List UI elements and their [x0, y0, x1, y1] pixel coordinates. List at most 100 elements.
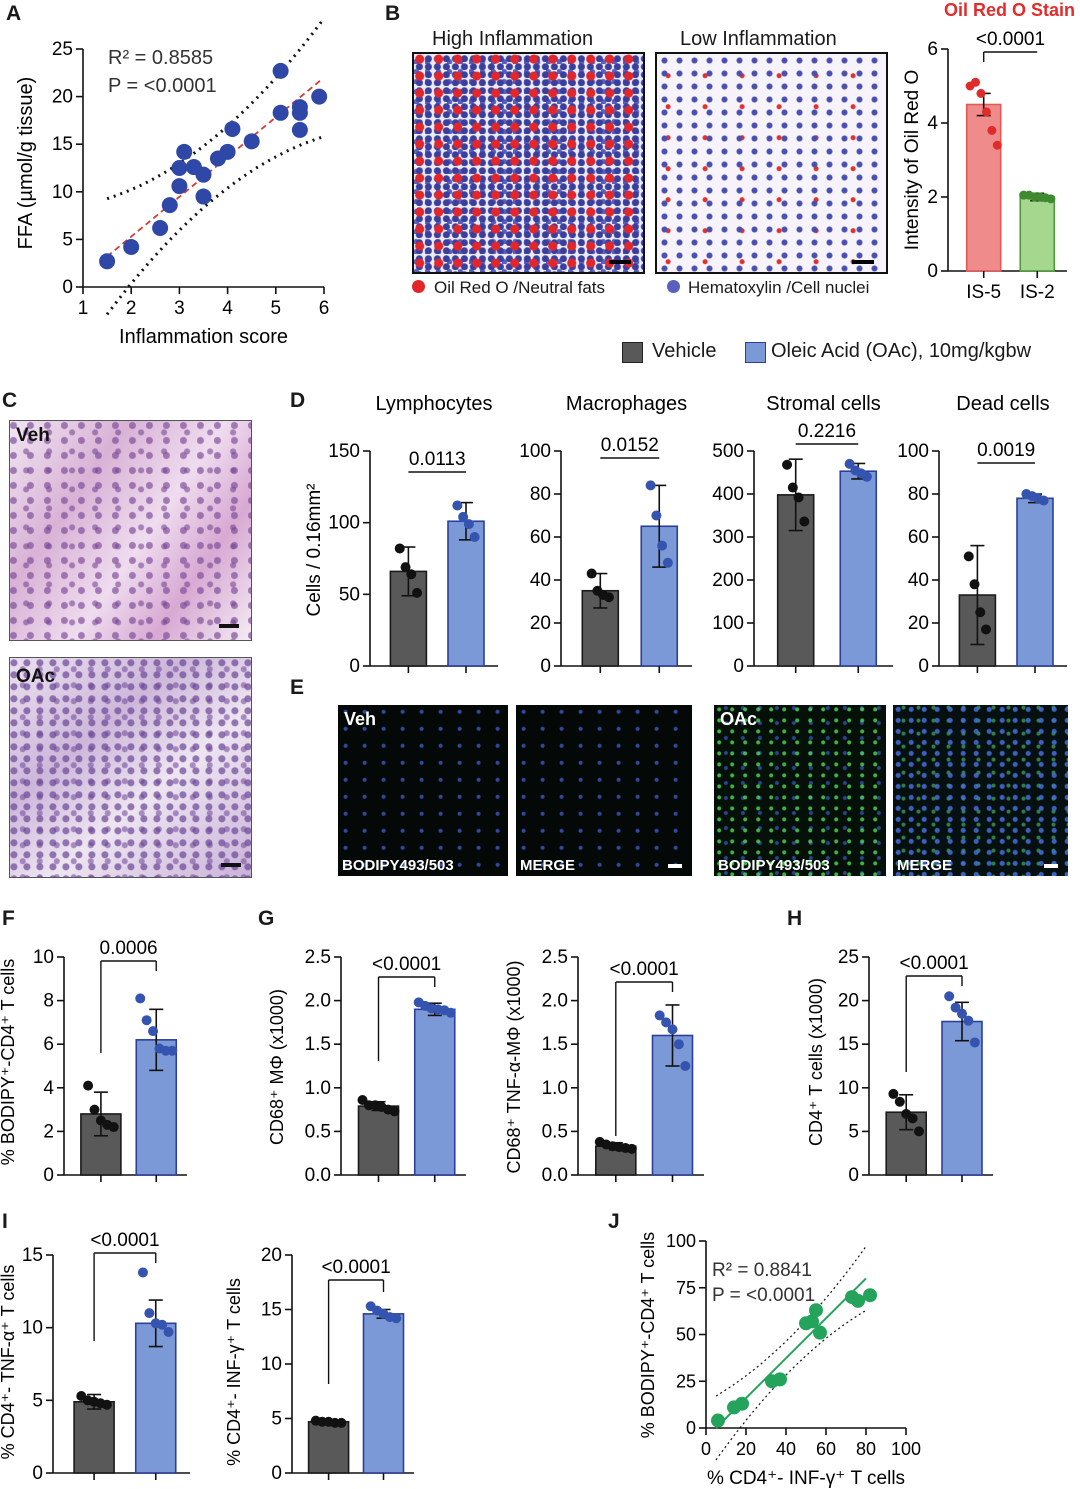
data-point: [971, 77, 981, 87]
y-tick-label: 15: [22, 1245, 43, 1266]
data-point: [662, 557, 673, 568]
data-point: [195, 166, 212, 183]
x-tick-label: 60: [816, 1439, 836, 1459]
data-point: [171, 160, 188, 176]
data-point: [219, 143, 236, 160]
regression-line: [106, 78, 323, 258]
data-point: [272, 104, 289, 121]
data-point: [452, 500, 463, 511]
p-value-label: <0.0001: [976, 29, 1045, 50]
data-point: [844, 458, 855, 469]
p-value-label: 0.0152: [601, 435, 659, 456]
y-tick-label: 1.0: [542, 1078, 568, 1099]
data-point: [950, 1002, 961, 1013]
data-point: [651, 510, 662, 521]
data-point: [963, 1015, 974, 1026]
x-tick-label: 0: [701, 1439, 711, 1459]
oac-image-label: OAc: [16, 666, 56, 687]
data-point: [463, 519, 474, 530]
y-tick-label: 15: [52, 134, 73, 155]
y-axis-label: CD68⁺ MΦ (x1000): [267, 989, 287, 1145]
y-tick-label: 15: [838, 1034, 859, 1055]
bar: [1019, 196, 1056, 272]
y-tick-label: 400: [712, 484, 744, 505]
data-point: [391, 1313, 402, 1324]
y-axis-label: CD4⁺ T cells (x1000): [806, 978, 826, 1146]
veh-bodipy-image: Veh BODIPY493/503: [338, 705, 508, 876]
x-tick-label: 80: [856, 1439, 876, 1459]
data-point: [445, 1007, 456, 1018]
p-value-label: <0.0001: [90, 1230, 159, 1251]
y-tick-label: 10: [261, 1354, 282, 1375]
data-point: [992, 140, 1002, 150]
y-tick-label: 80: [530, 484, 551, 505]
chart-title: Macrophages: [566, 393, 687, 415]
data-point: [782, 459, 793, 470]
panel-letter-j: J: [608, 1210, 620, 1233]
panel-letter-g: G: [258, 907, 275, 930]
data-point: [167, 1045, 178, 1056]
y-tick-label: 5: [271, 1409, 282, 1430]
veh-merge-image: MERGE: [516, 705, 692, 876]
data-point: [809, 1303, 823, 1318]
y-tick-label: 100: [712, 613, 744, 634]
y-tick-label: 0: [271, 1463, 282, 1484]
y-tick-label: 50: [339, 584, 360, 605]
y-tick-label: 0: [927, 261, 938, 282]
y-tick-label: 60: [908, 527, 929, 548]
data-point: [907, 1113, 918, 1124]
data-point: [1038, 495, 1049, 506]
y-tick-label: 20: [530, 613, 551, 634]
high-inflammation-title: High Inflammation: [432, 28, 594, 50]
stat-annotation: P = <0.0001: [108, 75, 217, 97]
data-point: [969, 1037, 980, 1048]
data-point: [894, 1096, 905, 1107]
scale-bar: [1044, 864, 1058, 868]
p-value-label: <0.0001: [321, 1257, 390, 1278]
bar: [413, 1008, 456, 1176]
key-blue-label: Hematoxylin /Cell nuclei: [688, 278, 870, 297]
y-tick-label: 2.5: [542, 947, 568, 968]
bar: [134, 1322, 177, 1474]
y-tick-label: 4: [927, 113, 938, 134]
p-value-label: <0.0001: [610, 959, 679, 980]
data-point: [673, 1039, 684, 1050]
data-point: [176, 143, 193, 160]
y-tick-label: 10: [33, 947, 54, 968]
chart-title: Lymphocytes: [375, 393, 492, 415]
data-point: [83, 1080, 94, 1091]
oil-red-dot-icon: [412, 280, 425, 293]
y-tick-label: 200: [712, 570, 744, 591]
bar: [839, 470, 878, 667]
data-point: [148, 1026, 159, 1037]
panel-letter-f: F: [2, 907, 15, 930]
data-point: [336, 1417, 347, 1428]
data-point: [626, 1143, 637, 1154]
y-tick-label: 0.0: [542, 1165, 568, 1186]
data-point: [243, 133, 260, 150]
data-point: [981, 624, 992, 635]
y-axis-label: % CD4⁺- INF-γ⁺ T cells: [224, 1278, 244, 1466]
data-point: [680, 1061, 691, 1071]
y-tick-label: 0: [918, 656, 929, 677]
stat-annotation: P = <0.0001: [712, 1285, 815, 1306]
data-point: [291, 99, 308, 116]
merge-label: MERGE: [520, 857, 576, 874]
y-tick-label: 40: [908, 570, 929, 591]
scale-bar: [221, 863, 241, 867]
y-axis-label: Cells / 0.16mm²: [304, 483, 325, 616]
chart-title: Dead cells: [956, 393, 1049, 415]
y-tick-label: 25: [52, 39, 73, 60]
y-axis-label: % BODIPY⁺-CD4⁺ T cells: [638, 1232, 658, 1438]
data-point: [981, 107, 991, 117]
x-tick-label: IS-2: [1020, 282, 1055, 303]
data-point: [735, 1396, 749, 1411]
p-value-label: 0.2216: [798, 421, 856, 442]
data-point: [863, 1288, 877, 1303]
data-point: [975, 607, 986, 618]
y-tick-label: 75: [676, 1278, 696, 1298]
y-tick-label: 2.5: [305, 947, 331, 968]
data-point: [793, 492, 804, 503]
x-tick-label: 3: [174, 298, 185, 319]
